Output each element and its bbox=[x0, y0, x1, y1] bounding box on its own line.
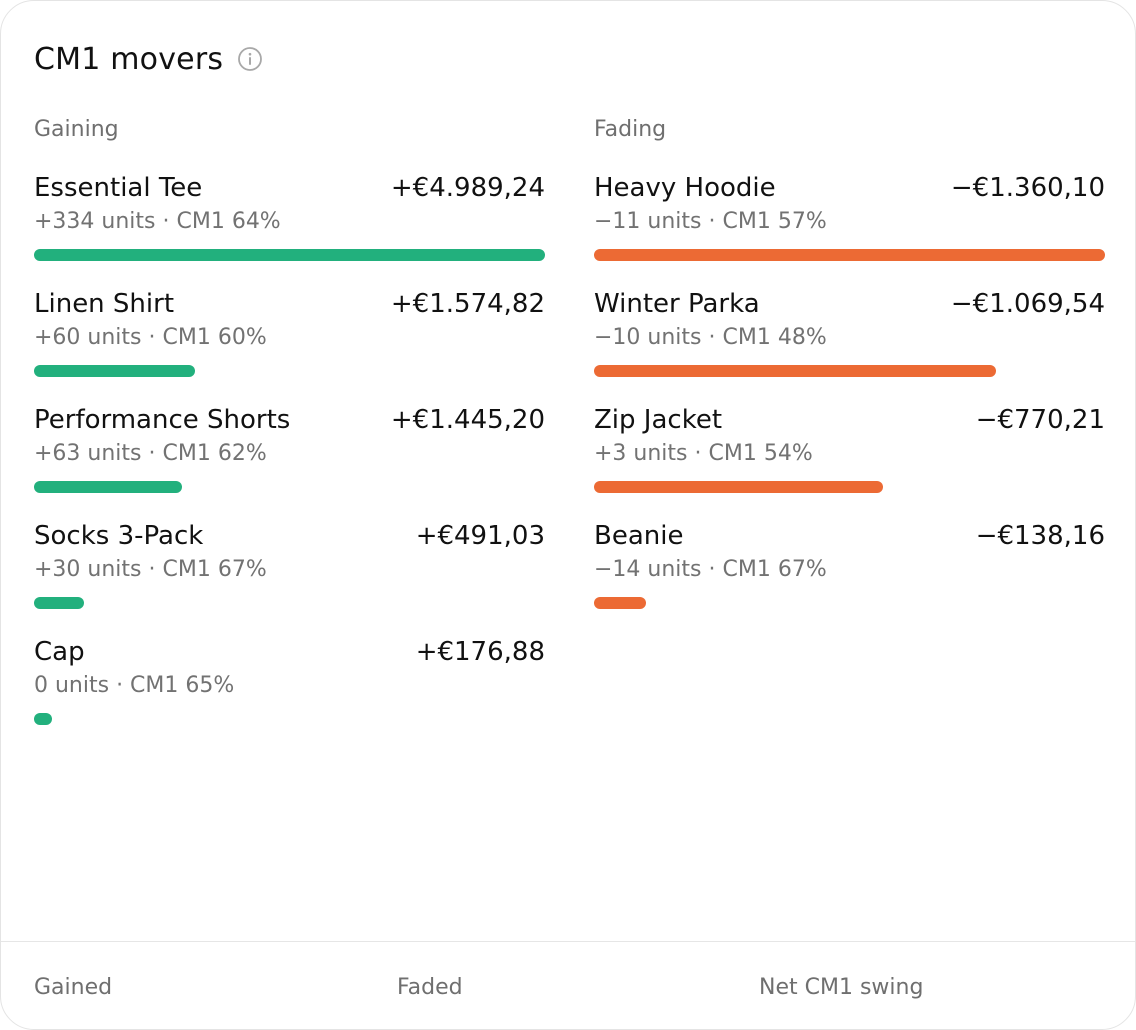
mover-item[interactable]: Zip Jacket −€770,21 +3 units · CM1 54% bbox=[594, 403, 1105, 519]
mover-header: Beanie −€138,16 bbox=[594, 519, 1105, 553]
mover-item[interactable]: Performance Shorts +€1.445,20 +63 units · … bbox=[34, 403, 545, 519]
units-cm1-detail: +60 units · CM1 60% bbox=[34, 325, 267, 350]
magnitude-bar bbox=[34, 481, 183, 493]
mover-header: Heavy Hoodie −€1.360,10 bbox=[594, 171, 1105, 205]
mover-item[interactable]: Beanie −€138,16 −14 units · CM1 67% bbox=[594, 519, 1105, 635]
mover-header: Cap +€176,88 bbox=[34, 635, 545, 669]
info-icon[interactable] bbox=[237, 46, 263, 72]
gaining-heading: Gaining bbox=[34, 117, 119, 142]
magnitude-bar-track bbox=[34, 597, 545, 609]
units-cm1-detail: +334 units · CM1 64% bbox=[34, 209, 281, 234]
magnitude-bar-track bbox=[34, 481, 545, 493]
mover-header: Socks 3-Pack +€491,03 bbox=[34, 519, 545, 553]
magnitude-bar bbox=[594, 481, 884, 493]
mover-item[interactable]: Linen Shirt +€1.574,82 +60 units · CM1 60% bbox=[34, 287, 545, 403]
product-name: Linen Shirt bbox=[34, 289, 175, 319]
magnitude-bar-track bbox=[594, 597, 1105, 609]
fading-column: Fading Heavy Hoodie −€1.360,10 −11 units ·… bbox=[594, 113, 1105, 635]
card-title: CM1 movers bbox=[34, 41, 224, 77]
magnitude-bar bbox=[34, 365, 196, 377]
magnitude-bar bbox=[34, 597, 85, 609]
fading-list: Heavy Hoodie −€1.360,10 −11 units · CM1 57… bbox=[594, 171, 1105, 635]
cm1-change-value: +€1.445,20 bbox=[390, 405, 545, 435]
mover-item[interactable]: Socks 3-Pack +€491,03 +30 units · CM1 67% bbox=[34, 519, 545, 635]
mover-header: Zip Jacket −€770,21 bbox=[594, 403, 1105, 437]
magnitude-bar-track bbox=[34, 249, 545, 261]
magnitude-bar bbox=[34, 249, 545, 261]
product-name: Winter Parka bbox=[594, 289, 760, 319]
mover-item[interactable]: Essential Tee +€4.989,24 +334 units · CM1 … bbox=[34, 171, 545, 287]
magnitude-bar bbox=[594, 365, 996, 377]
magnitude-bar bbox=[594, 597, 646, 609]
cm1-change-value: −€1.069,54 bbox=[950, 289, 1105, 319]
magnitude-bar bbox=[34, 713, 53, 725]
gaining-column: Gaining Essential Tee +€4.989,24 +334 unit… bbox=[34, 113, 545, 751]
mover-item[interactable]: Winter Parka −€1.069,54 −10 units · CM1 48… bbox=[594, 287, 1105, 403]
product-name: Essential Tee bbox=[34, 173, 203, 203]
net-cm1-swing-label: Net CM1 swing bbox=[759, 975, 924, 1000]
footer-divider bbox=[1, 941, 1135, 942]
magnitude-bar-track bbox=[594, 249, 1105, 261]
mover-header: Winter Parka −€1.069,54 bbox=[594, 287, 1105, 321]
units-cm1-detail: −14 units · CM1 67% bbox=[594, 557, 827, 582]
units-cm1-detail: 0 units · CM1 65% bbox=[34, 673, 235, 698]
magnitude-bar-track bbox=[34, 713, 545, 725]
cm1-change-value: +€491,03 bbox=[415, 521, 545, 551]
product-name: Beanie bbox=[594, 521, 684, 551]
faded-label: Faded bbox=[397, 975, 463, 1000]
cm1-change-value: +€4.989,24 bbox=[390, 173, 545, 203]
product-name: Zip Jacket bbox=[594, 405, 723, 435]
mover-item[interactable]: Cap +€176,88 0 units · CM1 65% bbox=[34, 635, 545, 751]
gained-label: Gained bbox=[34, 975, 113, 1000]
product-name: Heavy Hoodie bbox=[594, 173, 776, 203]
product-name: Performance Shorts bbox=[34, 405, 291, 435]
mover-header: Linen Shirt +€1.574,82 bbox=[34, 287, 545, 321]
product-name: Cap bbox=[34, 637, 85, 667]
cm1-change-value: +€176,88 bbox=[415, 637, 545, 667]
magnitude-bar-track bbox=[34, 365, 545, 377]
units-cm1-detail: +30 units · CM1 67% bbox=[34, 557, 267, 582]
units-cm1-detail: −10 units · CM1 48% bbox=[594, 325, 827, 350]
cm1-change-value: −€1.360,10 bbox=[950, 173, 1105, 203]
mover-header: Performance Shorts +€1.445,20 bbox=[34, 403, 545, 437]
summary-footer: Gained Faded Net CM1 swing bbox=[34, 975, 1134, 1015]
card-header: CM1 movers bbox=[34, 39, 263, 79]
magnitude-bar-track bbox=[594, 365, 1105, 377]
magnitude-bar-track bbox=[594, 481, 1105, 493]
units-cm1-detail: +63 units · CM1 62% bbox=[34, 441, 267, 466]
magnitude-bar bbox=[594, 249, 1105, 261]
mover-header: Essential Tee +€4.989,24 bbox=[34, 171, 545, 205]
cm1-change-value: +€1.574,82 bbox=[390, 289, 545, 319]
cm1-change-value: −€138,16 bbox=[975, 521, 1105, 551]
units-cm1-detail: −11 units · CM1 57% bbox=[594, 209, 827, 234]
gaining-list: Essential Tee +€4.989,24 +334 units · CM1 … bbox=[34, 171, 545, 751]
fading-heading: Fading bbox=[594, 117, 667, 142]
units-cm1-detail: +3 units · CM1 54% bbox=[594, 441, 813, 466]
cm1-change-value: −€770,21 bbox=[975, 405, 1105, 435]
mover-item[interactable]: Heavy Hoodie −€1.360,10 −11 units · CM1 57… bbox=[594, 171, 1105, 287]
product-name: Socks 3-Pack bbox=[34, 521, 204, 551]
